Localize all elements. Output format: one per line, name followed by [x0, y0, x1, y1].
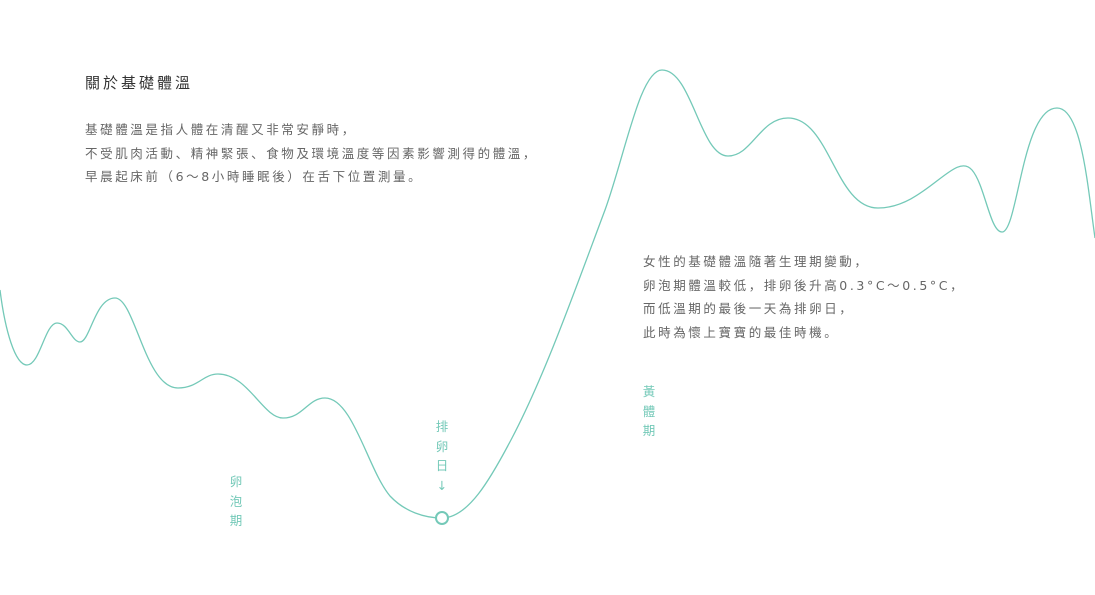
note-line: 女性的基礎體溫隨著生理期變動， — [643, 254, 870, 269]
label-char: 日 — [435, 458, 449, 473]
label-char: 卵 — [229, 474, 243, 489]
note-line: 卵泡期體溫較低，排卵後升高0.3°C～0.5°C， — [643, 277, 966, 293]
note-line: 此時為懷上寶寶的最佳時機。 — [643, 324, 840, 340]
label-char: 期 — [642, 423, 656, 438]
follicular-phase-label: 卵 泡 期 — [228, 472, 244, 531]
label-char: 排 — [435, 419, 449, 434]
ovulation-day-marker — [435, 511, 449, 525]
label-char: 卵 — [435, 438, 449, 454]
intro-paragraph: 基礎體溫是指人體在清醒又非常安靜時， 不受肌肉活動、精神緊張、食物及環境溫度等因… — [85, 118, 605, 189]
note-line: 而低溫期的最後一天為排卵日， — [643, 301, 855, 316]
intro-line: 早晨起床前（6～8小時睡眠後）在舌下位置測量。 — [85, 169, 424, 184]
basal-temperature-curve — [0, 69, 1095, 519]
intro-line: 基礎體溫是指人體在清醒又非常安靜時， — [85, 122, 357, 137]
label-char: 體 — [642, 403, 656, 419]
label-char: 黃 — [642, 384, 656, 399]
luteal-phase-label: 黃 體 期 — [641, 382, 657, 441]
cycle-note-paragraph: 女性的基礎體溫隨著生理期變動， 卵泡期體溫較低，排卵後升高0.3°C～0.5°C… — [643, 250, 1063, 344]
label-char: 期 — [229, 513, 243, 528]
ovulation-day-label: 排 卵 日 ↓ — [434, 417, 450, 495]
label-char: 泡 — [229, 493, 243, 509]
intro-line: 不受肌肉活動、精神緊張、食物及環境溫度等因素影響測得的體溫， — [85, 145, 539, 161]
page-title: 關於基礎體溫 — [85, 74, 194, 92]
arrow-down-icon: ↓ — [436, 477, 448, 493]
